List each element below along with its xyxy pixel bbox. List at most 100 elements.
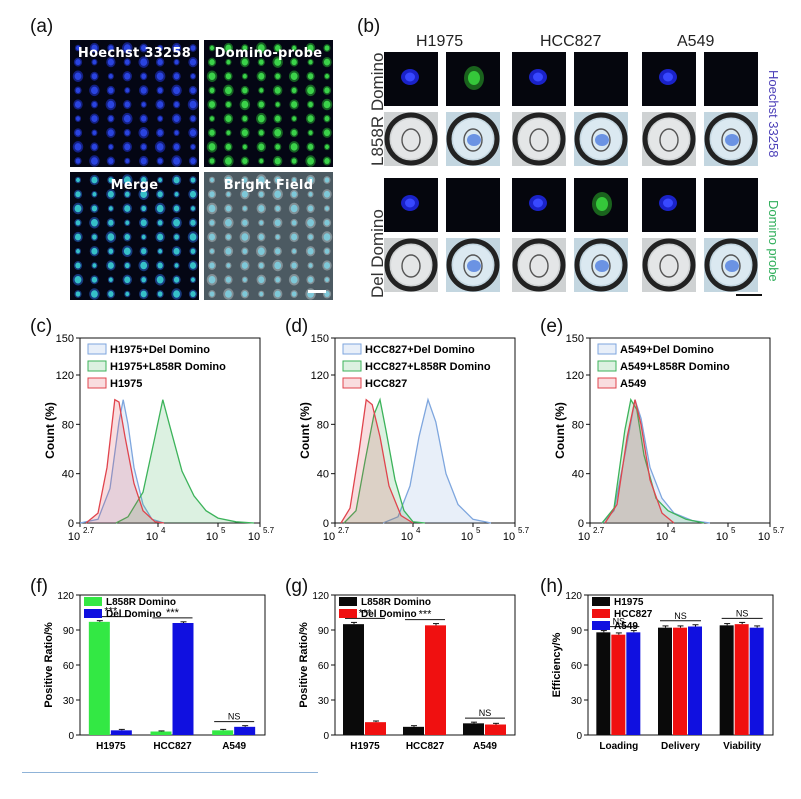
cell-spot (74, 204, 82, 213)
cell-spot (275, 248, 281, 255)
cell-spot (209, 129, 215, 136)
bar (234, 726, 256, 735)
cell-spot (324, 116, 330, 122)
cell-spot (274, 219, 281, 227)
cell-spot (140, 58, 148, 66)
cell-image-tile (384, 178, 438, 232)
legend-entry: A549+L858R Domino (620, 361, 730, 373)
cell-image-tile (574, 178, 628, 232)
bar (626, 632, 641, 735)
cell-image-tile (512, 112, 566, 166)
cell-spot (92, 130, 97, 135)
cell-spot (225, 157, 232, 165)
cell-spot (107, 190, 114, 198)
cell-outline (529, 128, 549, 152)
column-title-hcc827: HCC827 (540, 33, 602, 50)
cell-spot (76, 116, 80, 121)
y-tick-label: 0 (576, 731, 582, 742)
cell-spot (173, 73, 180, 80)
cell-spot (242, 177, 248, 183)
cell-image (401, 195, 419, 211)
cell-image (446, 238, 500, 292)
cell-image-tile (574, 112, 628, 166)
cell-spot (75, 220, 81, 226)
legend-entry: L858R Domino (361, 597, 431, 608)
microwell-ring (512, 238, 566, 292)
y-tick-label: 120 (57, 591, 74, 602)
cell-spot (156, 143, 164, 151)
cell-spot (157, 87, 163, 93)
cell-spot (290, 143, 298, 151)
cell-spot (209, 220, 215, 226)
bar (611, 634, 626, 735)
y-tick-label: 120 (566, 370, 584, 382)
cell-spot (275, 45, 281, 51)
cell-spot (291, 291, 297, 297)
cell-spot (92, 192, 97, 197)
cell-spot (307, 44, 314, 52)
cell-spot (258, 72, 265, 80)
cell-spot (174, 192, 179, 197)
hoechst-dot-grid (72, 42, 199, 167)
cell-spot (307, 86, 314, 95)
cell-spot (259, 88, 264, 93)
significance-label: *** (359, 607, 373, 619)
bar (403, 726, 424, 735)
cell-spot (290, 275, 298, 284)
cell-image-tile (642, 52, 696, 106)
x-tick-label: 10 (503, 531, 515, 543)
nucleus-core (663, 198, 673, 208)
cell-image-tile (704, 178, 758, 232)
cell-spot (225, 218, 232, 227)
cell-spot (242, 144, 247, 150)
legend-swatch (87, 377, 107, 389)
cell-image (529, 69, 547, 85)
y-tick-label: 40 (62, 469, 74, 481)
cell-outline (401, 128, 421, 152)
cell-spot (125, 220, 130, 225)
cell-image (446, 178, 500, 232)
cell-spot (108, 87, 114, 94)
cell-spot (258, 205, 265, 212)
panel-label-d: (d) (285, 316, 309, 337)
cell-spot (75, 158, 81, 164)
category-label: Delivery (661, 741, 700, 752)
cell-outline (721, 128, 741, 152)
cell-spot (210, 177, 214, 183)
cell-spot (209, 191, 215, 198)
microwell-ring (642, 238, 696, 292)
cell-spot (292, 45, 297, 51)
cell-spot (241, 100, 249, 109)
cell-outline (463, 128, 483, 152)
cell-spot (241, 58, 248, 66)
significance-label: NS (479, 708, 492, 718)
microwell-ring (642, 112, 696, 166)
cell-spot (173, 44, 180, 52)
microwell-ring (384, 112, 438, 166)
cell-spot (307, 218, 314, 227)
legend-swatch (342, 377, 362, 389)
y-tick-label: 40 (317, 469, 329, 481)
cell-image (642, 112, 696, 166)
cell-image-tile (642, 112, 696, 166)
cell-spot (173, 276, 180, 283)
cell-image (642, 238, 696, 292)
cell-spot (74, 275, 82, 284)
bar (212, 730, 234, 735)
cell-spot (291, 191, 297, 198)
y-tick-label: 40 (572, 469, 584, 481)
cell-spot (291, 129, 297, 136)
cell-image (464, 66, 484, 90)
cell-spot (108, 248, 114, 254)
cell-spot (241, 129, 248, 137)
cell-spot (325, 277, 329, 282)
cell-spot (209, 291, 215, 297)
cell-spot (323, 233, 331, 241)
cell-spot (141, 277, 147, 283)
bar (734, 624, 749, 735)
cell-spot (323, 58, 331, 66)
cell-spot (190, 248, 196, 254)
category-label: A549 (473, 741, 497, 752)
legend-swatch (84, 597, 102, 606)
cell-image-tile (704, 52, 758, 106)
